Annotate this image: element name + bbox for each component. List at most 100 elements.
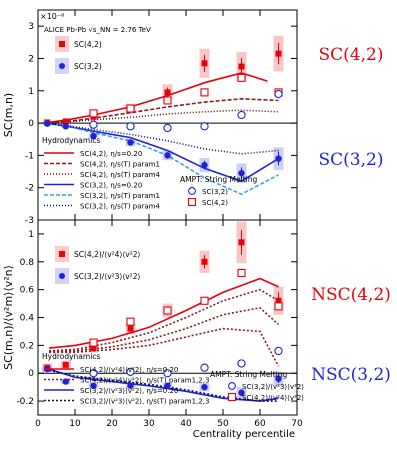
curve	[49, 277, 279, 349]
data-point	[238, 169, 245, 177]
ampt-title: AMPT: String Melting	[210, 370, 288, 379]
y-tick-label: 0	[28, 119, 34, 129]
data-point	[90, 345, 97, 352]
ampt-point	[237, 359, 246, 368]
data-point	[275, 155, 282, 162]
ampt-point	[126, 367, 135, 376]
ampt-point	[237, 73, 246, 82]
ampt-legend-label: SC(4,2)	[202, 199, 228, 207]
ampt-legend-label: SC(4,2)/⟨v²4⟩⟨v²2⟩	[242, 394, 304, 402]
data-point	[90, 132, 97, 140]
hydro-legend-label: SC(3,2), η/s(T) param1	[80, 192, 160, 200]
data-point	[127, 382, 134, 389]
side-label: SC(4,2)	[319, 45, 384, 65]
ampt-point	[274, 346, 283, 356]
ampt-point	[200, 296, 209, 305]
curve	[48, 122, 279, 196]
data-point	[275, 50, 282, 57]
ampt-point	[200, 122, 209, 131]
data-point	[127, 325, 134, 332]
x-tick-label: 40	[180, 419, 192, 429]
hydro-legend-label: SC(3,2), η/s=0.20	[80, 182, 142, 190]
curve	[48, 369, 279, 402]
ampt-legend-marker	[227, 392, 237, 402]
ampt-legend-label: SC(3,2)	[202, 188, 228, 196]
data-point	[164, 382, 171, 389]
data-point	[44, 120, 51, 127]
ampt-point	[126, 317, 135, 326]
legend-marker	[59, 63, 65, 69]
y-tick-label: -3	[25, 216, 34, 226]
data-point	[238, 239, 245, 246]
legend-label: SC(3,2)	[74, 62, 102, 71]
ampt-point	[237, 268, 246, 277]
side-label: NSC(3,2)	[311, 365, 391, 385]
side-label: SC(3,2)	[319, 150, 384, 170]
x-tick-label: 10	[69, 419, 81, 429]
y-tick-label: -2	[25, 184, 34, 194]
data-point	[238, 63, 245, 70]
hydro-legend-label: SC(3,2), η/s(T) param4	[80, 203, 160, 211]
curve	[49, 306, 280, 352]
y-tick-label: 0.2	[20, 341, 34, 351]
curve	[49, 327, 280, 367]
ampt-point	[126, 122, 135, 131]
legend-marker	[59, 251, 65, 257]
curve	[49, 288, 279, 352]
ampt-point	[89, 109, 98, 118]
curve	[48, 72, 268, 124]
ampt-point	[89, 338, 98, 347]
ampt-legend-label: SC(3,2)/⟨v²3⟩⟨v²2⟩	[242, 383, 304, 391]
legend-marker	[59, 41, 65, 47]
hydro-legend-label: SC(3,2)/⟨v²3⟩⟨v²2⟩, η/s=0.20	[80, 387, 178, 395]
y-tick-label: 3	[28, 22, 34, 32]
data-point	[62, 361, 69, 368]
data-point	[164, 152, 171, 159]
ampt-point	[89, 369, 98, 378]
ampt-point	[274, 302, 283, 311]
data-point	[275, 375, 282, 382]
y-tick-label: -0.2	[16, 397, 34, 407]
x-axis-label: Centrality percentile	[193, 429, 295, 440]
data-point	[275, 297, 282, 304]
hydro-title: Hydrodynamics	[42, 136, 100, 145]
data-point	[127, 139, 134, 146]
ampt-legend-marker	[187, 197, 197, 207]
y-tick-label: -1	[25, 151, 34, 161]
ampt-point	[126, 104, 135, 113]
y-tick-label: 2	[28, 54, 34, 64]
data-point	[238, 389, 245, 396]
system-label: ALICE Pb-Pb √s_NN = 2.76 TeV	[44, 26, 151, 34]
x-tick-label: 30	[143, 419, 155, 429]
x-tick-label: 0	[35, 419, 41, 429]
legend-marker	[59, 273, 65, 279]
data-point	[62, 123, 69, 130]
hydro-legend-label: SC(4,2), η/s(T) param4	[80, 171, 160, 179]
ampt-point	[200, 363, 209, 372]
y-exponent: ×10⁻⁶	[40, 12, 64, 21]
ampt-point	[163, 123, 172, 133]
hydro-title: Hydrodynamics	[42, 352, 100, 361]
x-tick-label: 60	[254, 419, 266, 429]
ampt-legend-marker	[188, 187, 196, 195]
hydro-legend-label: SC(4,2), η/s(T) param1	[80, 161, 160, 169]
ampt-point	[163, 369, 172, 378]
y-tick-label: 0	[28, 369, 34, 379]
data-point	[164, 89, 171, 96]
hydro-legend-label: SC(4,2), η/s=0.20	[80, 150, 142, 158]
hydro-legend-label: SC(4,2)/⟨v²4⟩⟨v²2⟩, η/s=0.20	[80, 366, 178, 374]
curve	[49, 97, 279, 124]
y-axis-label: SC(m,n)	[2, 93, 15, 137]
y-tick-label: 0.6	[20, 286, 35, 296]
ampt-point	[237, 110, 246, 120]
y-tick-label: 1	[28, 230, 34, 240]
data-point	[201, 258, 208, 265]
data-point	[201, 383, 208, 391]
y-tick-label: 0.8	[20, 258, 35, 268]
curve	[49, 109, 279, 124]
x-tick-label: 70	[291, 419, 303, 429]
side-label: NSC(4,2)	[311, 285, 391, 305]
ampt-point	[274, 89, 283, 99]
y-axis-label: SC(m,n)/⟨v²m⟩⟨v²n⟩	[2, 265, 15, 370]
